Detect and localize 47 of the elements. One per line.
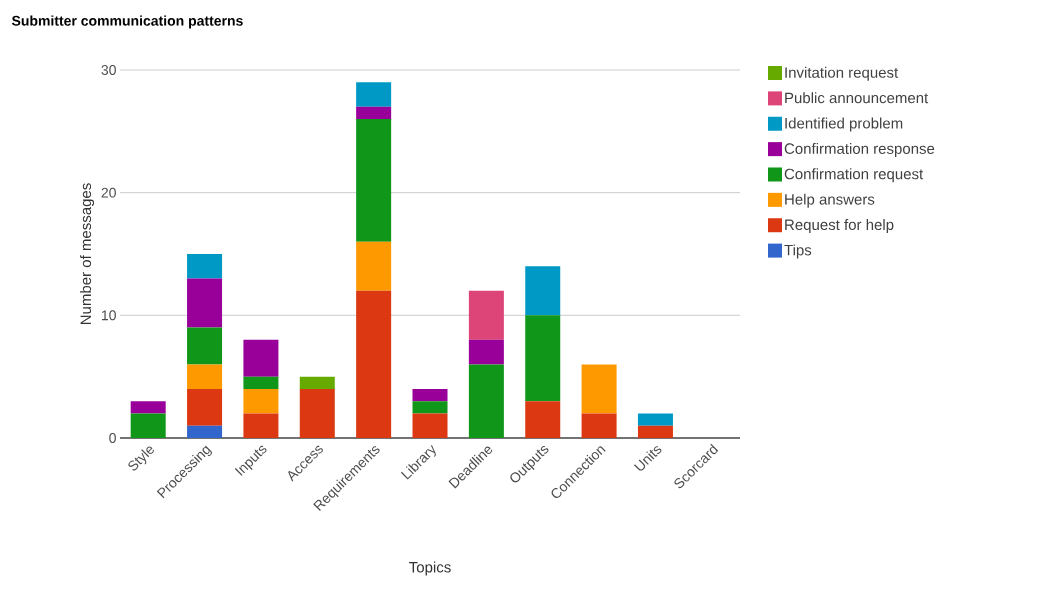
bar <box>581 364 617 414</box>
y-tick-label: 30 <box>101 65 116 75</box>
bar <box>468 364 504 438</box>
y-tick-label: 0 <box>109 433 116 443</box>
bar <box>187 425 223 438</box>
y-tick-label: 10 <box>101 310 116 321</box>
legend-label: Request for help <box>785 219 894 234</box>
bar <box>412 388 448 402</box>
bar <box>356 82 392 107</box>
legend-label: Invitation request <box>785 66 899 81</box>
x-axis-title: Topics <box>409 561 451 576</box>
bar <box>412 413 448 438</box>
bar <box>356 119 392 242</box>
bar <box>187 278 223 328</box>
bar <box>187 364 223 389</box>
bar <box>187 253 223 279</box>
chart-title: Submitter communication patterns <box>11 15 243 29</box>
bar <box>637 425 673 438</box>
y-tick-label: 20 <box>101 187 116 198</box>
bar <box>356 106 392 120</box>
bar <box>356 290 392 438</box>
bar <box>130 413 166 438</box>
bar <box>356 241 392 291</box>
bar <box>637 413 673 426</box>
legend-label: Help answers <box>785 193 875 208</box>
bar <box>243 413 279 438</box>
bar <box>525 266 561 316</box>
bar <box>243 339 279 377</box>
bar <box>243 376 279 389</box>
y-axis-title: Number of messages <box>80 183 95 325</box>
bar <box>187 327 223 365</box>
bar <box>130 401 166 414</box>
bar <box>525 315 561 402</box>
bar <box>525 401 561 438</box>
legend-label: Public announcement <box>785 92 929 104</box>
legend-label: Confirmation response <box>784 142 935 157</box>
bar <box>299 376 335 389</box>
bar <box>468 339 504 365</box>
legend-label: Tips <box>784 244 812 259</box>
bar <box>299 388 335 438</box>
legend-label: Identified problem <box>785 117 903 132</box>
bar <box>243 388 279 414</box>
bar <box>412 401 448 414</box>
legend-label: Confirmation request <box>784 168 924 183</box>
bar <box>187 388 223 426</box>
bar <box>468 290 504 340</box>
bar <box>581 413 617 438</box>
